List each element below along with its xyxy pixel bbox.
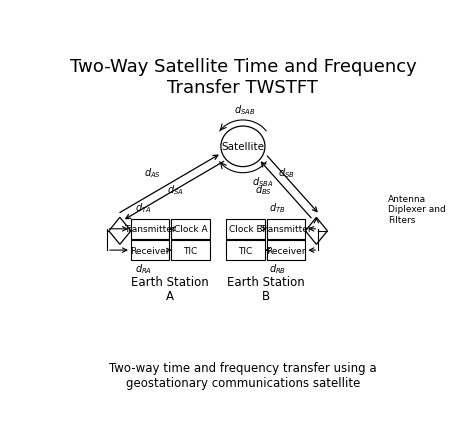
Text: TIC: TIC [238, 246, 253, 255]
Text: Receiver: Receiver [266, 246, 306, 255]
Text: $d_{BS}$: $d_{BS}$ [255, 183, 272, 197]
Text: $d_{RB}$: $d_{RB}$ [269, 262, 286, 276]
Text: $d_{SB}$: $d_{SB}$ [278, 166, 295, 179]
Text: Antenna
Diplexer and
Filters: Antenna Diplexer and Filters [388, 194, 446, 224]
Text: A: A [166, 289, 174, 302]
Text: $d_{SBA}$: $d_{SBA}$ [252, 175, 273, 189]
Text: Two-way time and frequency transfer using a
geostationary communications satelli: Two-way time and frequency transfer usin… [109, 361, 377, 389]
Text: $d_{TB}$: $d_{TB}$ [269, 201, 285, 215]
Text: $d_{RA}$: $d_{RA}$ [135, 262, 152, 276]
Text: $d_{AS}$: $d_{AS}$ [145, 166, 161, 179]
Text: Earth Station: Earth Station [131, 276, 209, 289]
Text: TIC: TIC [183, 246, 198, 255]
Text: Transmitter: Transmitter [124, 225, 176, 234]
Text: Satellite: Satellite [221, 142, 264, 152]
Text: B: B [262, 289, 270, 302]
Text: Two-Way Satellite Time and Frequency
Transfer TWSTFT: Two-Way Satellite Time and Frequency Tra… [70, 58, 416, 96]
Text: Clock A: Clock A [174, 225, 208, 234]
Text: Clock B: Clock B [229, 225, 263, 234]
Text: Transmitter: Transmitter [260, 225, 312, 234]
Text: Earth Station: Earth Station [227, 276, 305, 289]
Text: Receiver: Receiver [130, 246, 170, 255]
Text: $d_{SA}$: $d_{SA}$ [167, 183, 183, 197]
Text: $d_{SAB}$: $d_{SAB}$ [234, 103, 255, 117]
Text: $d_{TA}$: $d_{TA}$ [135, 201, 151, 215]
